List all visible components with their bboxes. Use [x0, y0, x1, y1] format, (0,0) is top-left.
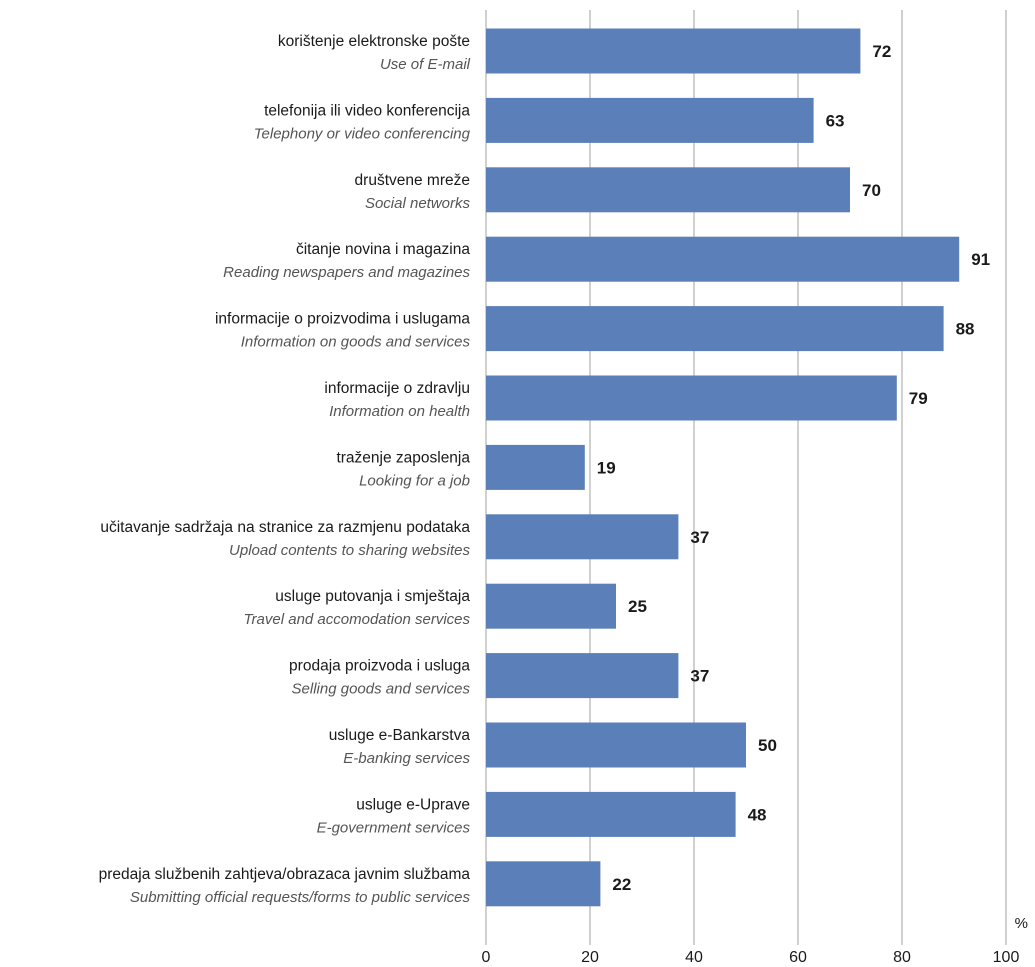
x-tick-label: 60: [789, 949, 807, 966]
category-label: usluge e-Uprave: [356, 796, 470, 813]
category-label: usluge e-Bankarstva: [329, 727, 471, 744]
category-label-en: Telephony or video conferencing: [254, 125, 471, 142]
bar-2: [486, 167, 850, 213]
category-label: prodaja proizvoda i usluga: [289, 658, 470, 675]
category-label-en: Information on goods and services: [241, 334, 471, 351]
bar-3: [486, 236, 960, 282]
category-label-en: Selling goods and services: [292, 681, 471, 698]
gridlines: [485, 10, 1007, 945]
value-label: 37: [690, 528, 709, 547]
value-label: 50: [758, 736, 777, 755]
category-label: društvene mreže: [355, 172, 470, 189]
bar-12: [486, 861, 601, 907]
category-label-en: E-government services: [317, 819, 471, 836]
bar-7: [486, 514, 679, 560]
value-labels: 72 63 70 91 88 79 19 37 25 37 50 48 22: [597, 42, 990, 894]
category-label: usluge putovanja i smještaja: [275, 588, 470, 605]
bar-10: [486, 722, 746, 768]
bar-4: [486, 306, 944, 352]
x-tick-label: 80: [893, 949, 911, 966]
category-label-en: E-banking services: [343, 750, 470, 767]
category-label: telefonija ili video konferencija: [264, 102, 470, 119]
x-axis-unit: %: [1015, 915, 1028, 932]
x-tick-label: 100: [993, 949, 1020, 966]
category-label: učitavanje sadržaja na stranice za razmj…: [100, 519, 470, 536]
value-label: 48: [748, 805, 767, 824]
category-label-en: Looking for a job: [359, 472, 470, 489]
category-label-en: Travel and accomodation services: [244, 611, 471, 628]
bar-9: [486, 653, 679, 699]
category-label: informacije o proizvodima i uslugama: [215, 311, 470, 328]
category-label: traženje zaposlenja: [336, 449, 470, 466]
category-label-en: Upload contents to sharing websites: [229, 542, 470, 559]
bar-1: [486, 97, 814, 143]
value-label: 63: [826, 111, 845, 130]
category-labels: korištenje elektronske pošte Use of E-mai…: [99, 33, 471, 906]
category-label-en: Information on health: [329, 403, 470, 420]
x-tick-label: 20: [581, 949, 599, 966]
x-axis-ticks: 0 20 40 60 80 100: [482, 949, 1020, 966]
category-label: predaja službenih zahtjeva/obrazaca javn…: [99, 866, 471, 883]
value-label: 91: [971, 250, 990, 269]
bar-6: [486, 444, 585, 490]
value-label: 70: [862, 181, 881, 200]
category-label: čitanje novina i magazina: [296, 241, 470, 258]
category-label-en: Use of E-mail: [380, 56, 471, 73]
category-label-en: Submitting official requests/forms to pu…: [130, 889, 471, 906]
value-label: 72: [872, 42, 891, 61]
value-label: 22: [612, 875, 631, 894]
value-label: 79: [909, 389, 928, 408]
value-label: 19: [597, 458, 616, 477]
x-tick-label: 0: [482, 949, 491, 966]
category-label: korištenje elektronske pošte: [278, 33, 470, 50]
value-label: 25: [628, 597, 647, 616]
bar-0: [486, 28, 861, 74]
x-tick-label: 40: [685, 949, 703, 966]
category-label-en: Reading newspapers and magazines: [223, 264, 470, 281]
value-label: 37: [690, 667, 709, 686]
bar-11: [486, 791, 736, 837]
bars: [486, 28, 960, 907]
category-label: informacije o zdravlju: [324, 380, 470, 397]
bar-8: [486, 583, 616, 629]
bar-5: [486, 375, 897, 421]
value-label: 88: [956, 320, 975, 339]
category-label-en: Social networks: [365, 195, 471, 212]
